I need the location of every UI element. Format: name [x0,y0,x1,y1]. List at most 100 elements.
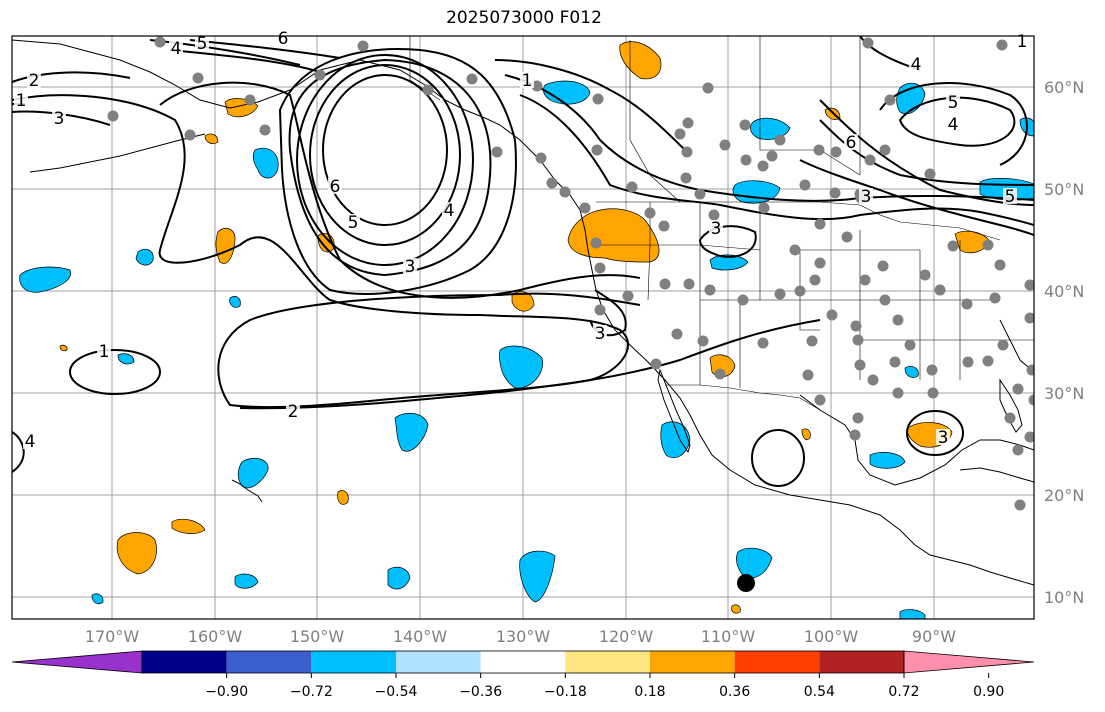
station-dot [626,181,638,193]
state-line [629,40,681,203]
contour-upper-1 [149,39,301,66]
contour-label-bg [346,214,360,230]
station-dot [889,356,901,368]
station-dot [852,334,864,346]
blue-anomaly-regions [19,80,1034,619]
blue-blob [91,593,104,605]
station-dot [357,40,369,52]
station-dot [491,146,503,158]
contour-3-outer [278,48,517,295]
blue-blob [117,353,135,365]
station-dot [107,110,119,122]
political-borders [409,36,1034,411]
contour-label-bg [946,116,960,132]
station-dot [671,328,683,340]
colorbar-segment [734,651,820,673]
contour-1-line [239,319,821,410]
station-dot [996,39,1008,51]
colorbar-segment [311,651,396,673]
station-dot [694,188,706,200]
station-dot [559,186,571,198]
orange-blob [337,490,349,505]
contour-value-label: 1 [16,91,27,111]
storm-position-marker [737,574,755,592]
contour-2-west [12,71,131,83]
station-dot [594,262,606,274]
blue-blob [237,457,269,489]
station-dot [884,94,896,106]
station-dot [591,144,603,156]
contour-1-gulf [906,410,964,456]
orange-blob [801,428,811,440]
station-dot [650,358,662,370]
east-coast [999,319,1034,373]
contour-value-label: 5 [197,34,208,54]
state-line [759,36,861,176]
contour-lines [12,36,1034,487]
contour-value-label: 1 [1017,32,1028,52]
contour-label-bg [1003,188,1017,204]
contour-value-label: 1 [99,342,110,362]
station-dot [989,292,1001,304]
contour-value-label: 3 [595,324,606,344]
latitude-label: 50°N [1044,180,1084,199]
florida [999,378,1023,433]
contour-value-label: 3 [861,187,872,207]
blue-blob [736,547,773,579]
hawaii-islands [231,479,263,503]
colorbar-segment [819,651,904,673]
station-dot [867,374,879,386]
longitude-label: 100°W [804,627,859,646]
station-dot [1024,431,1034,443]
station-dot [757,160,769,172]
station-dot [806,335,818,347]
contour-label-bg [520,72,534,88]
station-dot [934,284,946,296]
colorbar-segment [480,651,566,673]
contour-5-east [898,96,1016,147]
station-dot [681,146,693,158]
latitude-label: 10°N [1044,588,1084,607]
colorbar-tick-label: 0.72 [888,684,919,700]
station-dot [259,124,271,136]
longitude-label: 130°W [496,627,551,646]
longitude-label: 110°W [701,627,756,646]
station-dot [683,278,695,290]
longitude-label: 140°W [393,627,448,646]
contour-label-bg [403,258,417,274]
orange-blob [215,227,236,264]
station-dot [682,117,694,129]
blue-blob [499,345,544,389]
station-dot [927,387,939,399]
station-dot [854,359,866,371]
colorbar-tick-label: −0.18 [544,684,587,700]
contour-value-label: 4 [444,201,455,221]
contour-1-pacnw [494,59,691,156]
west-coast [579,209,1034,586]
station-dot [813,144,825,156]
contour-label-bg [936,429,950,445]
blue-blob [660,421,691,459]
latitude-label: 20°N [1044,486,1084,505]
station-dot [774,134,786,146]
colorbar-tick-label: −0.54 [375,684,418,700]
station-dot [704,284,716,296]
contour-label-bg [593,325,607,341]
contour-value-label: 3 [405,257,416,277]
contour-value-label: 4 [948,115,959,135]
contour-label-bg [442,202,456,218]
colorbar-segment [226,651,312,673]
contour-value-label: 1 [522,71,533,91]
blue-blob [394,412,429,452]
contour-label-bg [946,94,960,110]
blue-blob [234,573,259,589]
latitude-label: 60°N [1044,78,1084,97]
station-dot [708,209,720,221]
contour-value-label: 6 [330,177,341,197]
station-dot [961,298,973,310]
aleutian-islands [29,133,206,173]
station-dot [680,172,692,184]
station-dot [644,207,656,219]
